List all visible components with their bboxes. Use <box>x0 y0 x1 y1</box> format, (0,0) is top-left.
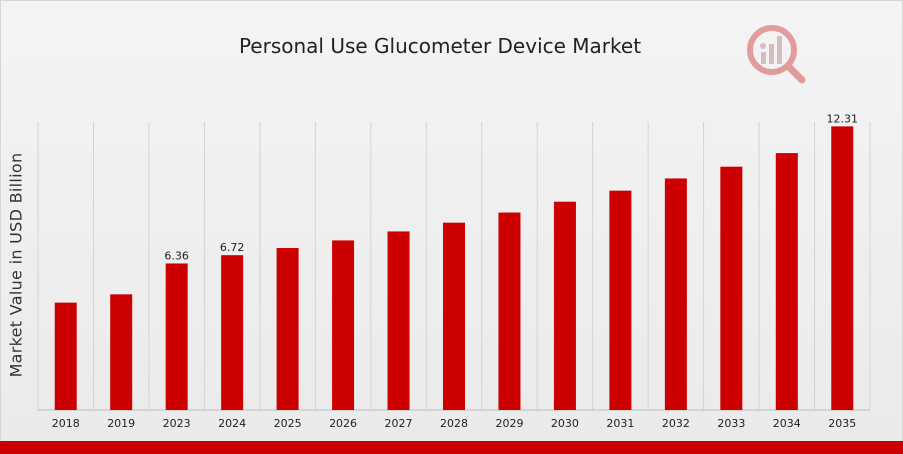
bar-2031 <box>609 190 632 410</box>
magnifier-chart-icon <box>747 25 806 84</box>
bar-2035 <box>831 126 854 411</box>
x-tick-label: 2035 <box>828 417 856 430</box>
bar-2029 <box>498 212 521 410</box>
x-tick-label: 2027 <box>385 417 413 430</box>
x-tick-label: 2034 <box>773 417 801 430</box>
bar-2026 <box>332 240 355 410</box>
bottom-accent-bar <box>0 441 903 454</box>
bar-2034 <box>775 153 798 410</box>
x-tick-label: 2029 <box>495 417 523 430</box>
x-tick-label: 2026 <box>329 417 357 430</box>
bar-2023 <box>165 263 188 410</box>
data-label-2023: 6.36 <box>164 249 189 262</box>
bar-2030 <box>553 201 576 410</box>
x-tick-label: 2025 <box>274 417 302 430</box>
bar-2018 <box>54 302 77 410</box>
bar-2024 <box>221 255 244 410</box>
bar-2025 <box>276 248 299 410</box>
data-label-2035: 12.31 <box>827 112 859 125</box>
x-tick-label: 2018 <box>52 417 80 430</box>
x-tick-label: 2030 <box>551 417 579 430</box>
x-tick-label: 2024 <box>218 417 246 430</box>
x-tick-label: 2032 <box>662 417 690 430</box>
x-tick-label: 2019 <box>107 417 135 430</box>
data-label-2024: 6.72 <box>220 241 245 254</box>
bar-2028 <box>443 222 465 410</box>
x-tick-label: 2023 <box>163 417 191 430</box>
bar-2033 <box>720 166 743 410</box>
chart-title: Personal Use Glucometer Device Market <box>238 34 642 58</box>
bar-2027 <box>387 231 410 410</box>
x-tick-label: 2033 <box>717 417 745 430</box>
x-tick-label: 2031 <box>606 417 634 430</box>
bar-2032 <box>664 178 687 410</box>
bar-2019 <box>110 294 133 410</box>
x-tick-label: 2028 <box>440 417 468 430</box>
